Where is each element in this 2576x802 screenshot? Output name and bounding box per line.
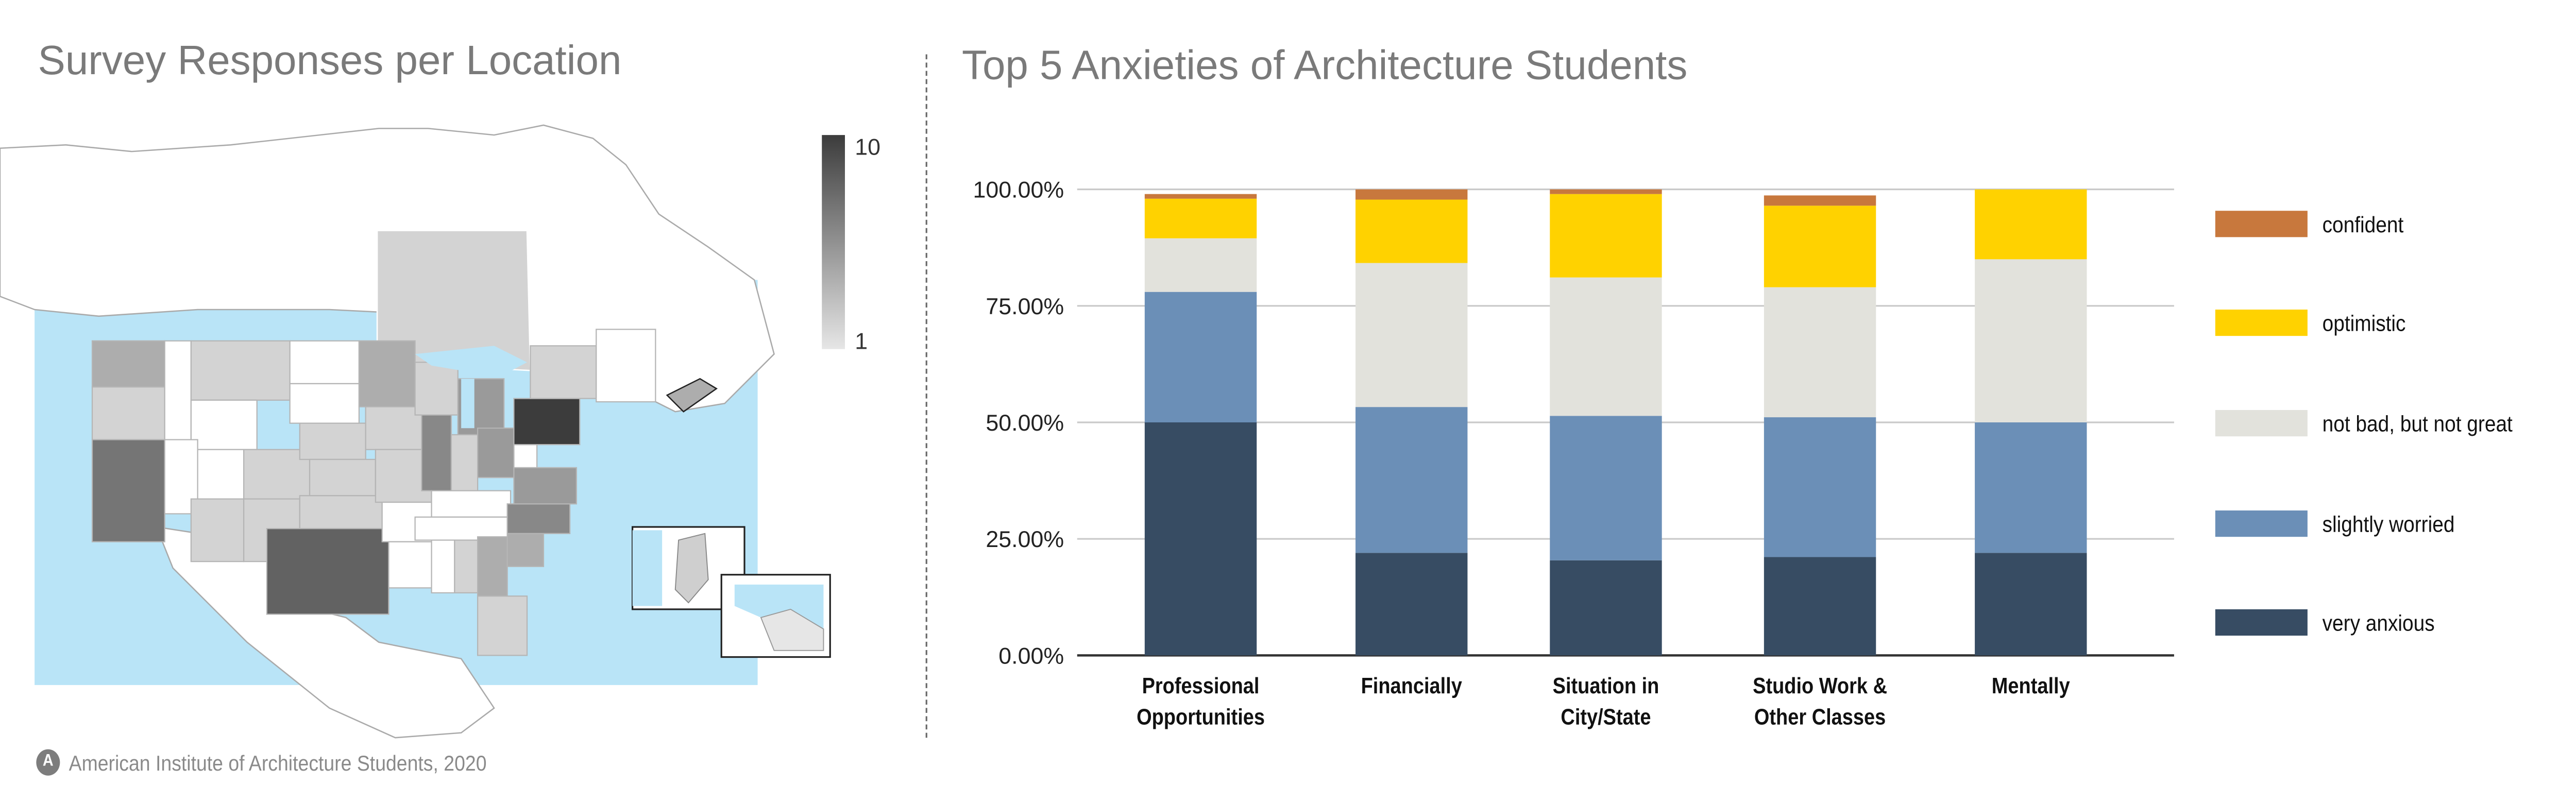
- region-kentucky: [431, 490, 512, 518]
- bar-segment: [1975, 259, 2087, 423]
- legend-label: very anxious: [2323, 611, 2435, 636]
- region-louisiana: [388, 541, 439, 589]
- y-tick-label: 100.00%: [973, 177, 1064, 203]
- region-new-england: [596, 329, 656, 403]
- credit-text: American Institute of Architecture Stude…: [69, 750, 487, 775]
- region-ohio: [477, 428, 515, 479]
- region-florida: [477, 595, 528, 656]
- region-south-dakota: [289, 383, 360, 424]
- bar-segment: [1764, 417, 1876, 557]
- bar-segment: [1144, 292, 1257, 423]
- bar-segment: [1355, 199, 1468, 263]
- region-pennsylvania: [513, 398, 581, 446]
- region-minnesota: [358, 340, 416, 407]
- region-west-virginia: [513, 444, 538, 469]
- bar-segment: [1355, 189, 1468, 200]
- bar-segment: [1355, 407, 1468, 553]
- dashed-divider: [925, 54, 927, 738]
- choropleth-map: 10 1: [0, 124, 880, 739]
- x-tick-label: Other Classes: [1754, 704, 1886, 729]
- region-mississippi: [431, 539, 455, 594]
- bar-segment: [1355, 263, 1468, 407]
- region-california: [91, 439, 165, 542]
- y-tick-label: 0.00%: [998, 643, 1064, 669]
- region-wyoming: [190, 399, 258, 450]
- region-nebraska: [299, 422, 366, 460]
- region-utah: [197, 449, 245, 500]
- region-washington: [91, 340, 165, 388]
- bar-segment: [1550, 560, 1662, 656]
- legend-swatch: [2215, 510, 2308, 537]
- bar-segment: [1355, 553, 1468, 656]
- x-tick-label: City/State: [1561, 704, 1651, 729]
- inset-water: [632, 530, 663, 606]
- region-iowa: [365, 406, 422, 450]
- region-oklahoma: [299, 495, 383, 530]
- bar-segment: [1144, 238, 1257, 292]
- inset-land: [674, 533, 709, 604]
- color-scale-max-label: 10: [855, 134, 880, 160]
- stacked-bar-chart: 0.00% 25.00% 50.00% 75.00% 100.00% Profession…: [973, 177, 2513, 730]
- bar-segment: [1550, 277, 1662, 416]
- y-tick-label: 75.00%: [986, 294, 1064, 319]
- region-north-carolina: [506, 503, 571, 534]
- credit: A American Institute of Architecture Stu…: [36, 749, 487, 776]
- region-new-york: [530, 345, 597, 399]
- bar-segment: [1975, 553, 2087, 656]
- region-texas: [266, 528, 389, 615]
- legend-swatch: [2215, 410, 2308, 437]
- bar-segment: [1144, 194, 1257, 199]
- bar-segment: [1144, 422, 1257, 656]
- aias-logo-icon: A: [36, 749, 60, 776]
- bar-segment: [1975, 189, 2087, 260]
- bar-segment: [1764, 287, 1876, 418]
- region-wisconsin: [414, 362, 459, 416]
- region-alabama: [454, 539, 479, 594]
- y-tick-label: 25.00%: [986, 526, 1064, 552]
- region-south-carolina: [506, 533, 545, 567]
- y-tick-label: 50.00%: [986, 410, 1064, 436]
- region-indiana: [450, 434, 479, 491]
- bar-segment: [1764, 206, 1876, 287]
- chart-title: Top 5 Anxieties of Architecture Students: [961, 43, 1688, 89]
- region-north-dakota: [289, 340, 360, 384]
- x-tick-label: Financially: [1361, 673, 1463, 698]
- bar-segment: [1764, 195, 1876, 206]
- region-arizona: [190, 498, 245, 562]
- bar-segment: [1550, 416, 1662, 560]
- x-tick-label: Mentally: [1992, 673, 2070, 698]
- x-tick-label: Studio Work &: [1753, 673, 1887, 698]
- color-scale-min-label: 1: [855, 329, 868, 354]
- legend-swatch: [2215, 211, 2308, 237]
- region-illinois: [421, 414, 452, 491]
- legend-label: optimistic: [2323, 311, 2406, 336]
- region-nova-scotia: [666, 378, 718, 413]
- region-georgia: [477, 536, 508, 597]
- region-montana: [190, 340, 291, 401]
- inset-land: [760, 608, 824, 651]
- bar-segment: [1550, 194, 1662, 278]
- legend-swatch: [2215, 310, 2308, 336]
- bar-segment: [1975, 422, 2087, 553]
- x-tick-label: Professional: [1142, 673, 1260, 698]
- bar-segment: [1550, 189, 1662, 194]
- legend-swatch: [2215, 609, 2308, 636]
- map-title: Survey Responses per Location: [38, 38, 622, 84]
- region-oregon: [91, 386, 165, 440]
- region-virginia: [513, 467, 578, 505]
- x-tick-label: Opportunities: [1137, 704, 1265, 729]
- bar-segment: [1764, 557, 1876, 656]
- legend-label: slightly worried: [2323, 512, 2455, 537]
- bar-segment: [1144, 198, 1257, 238]
- color-scale-bar: [822, 135, 845, 349]
- legend-label: not bad, but not great: [2323, 412, 2513, 436]
- region-kansas: [309, 458, 377, 497]
- great-lakes: [415, 346, 528, 376]
- region-idaho: [164, 340, 192, 440]
- legend-label: confident: [2323, 212, 2404, 237]
- x-tick-label: Situation in: [1553, 673, 1659, 698]
- great-lakes: [461, 379, 474, 429]
